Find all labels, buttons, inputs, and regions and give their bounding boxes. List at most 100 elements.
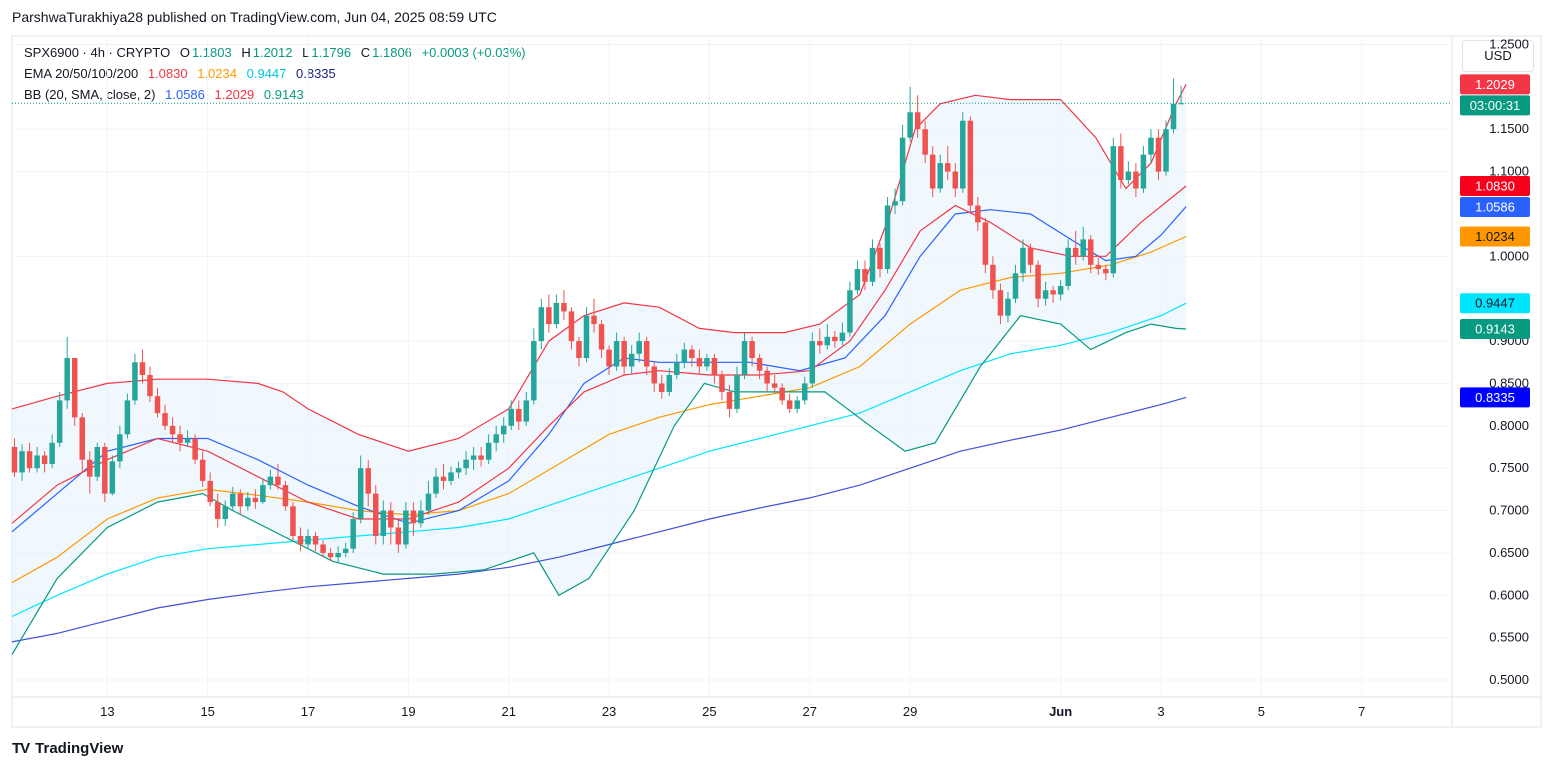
candle-body xyxy=(1087,239,1094,265)
x-tick-label: 21 xyxy=(501,704,515,719)
candle-body xyxy=(1095,264,1102,270)
candle-body xyxy=(56,400,63,443)
candle-body xyxy=(485,442,492,460)
candle-body xyxy=(169,425,176,435)
candle-body xyxy=(380,510,387,536)
close-value: 1.1806 xyxy=(372,45,412,60)
tradingview-brand: TradingView xyxy=(35,740,124,757)
candle-body xyxy=(576,341,582,359)
candle-body xyxy=(245,497,251,507)
candle-body xyxy=(621,341,627,367)
ema100-value: 0.9447 xyxy=(246,66,287,81)
candle-body xyxy=(764,370,770,384)
candle-body xyxy=(1118,146,1124,181)
tradingview-logo[interactable]: TV TradingView xyxy=(12,740,123,757)
candle-body xyxy=(862,269,868,282)
candle-body xyxy=(636,341,642,354)
price-badge-label: 1.2029 xyxy=(1475,77,1515,92)
y-tick-label: 1.0000 xyxy=(1489,248,1529,263)
candle-body xyxy=(433,476,439,494)
candle-body xyxy=(1140,154,1147,189)
y-tick-label: 1.2500 xyxy=(1489,36,1529,51)
candle-body xyxy=(418,510,424,524)
candle-body xyxy=(741,341,748,375)
candle-body xyxy=(839,332,846,342)
candle-body xyxy=(49,442,55,464)
bb-lower-line xyxy=(11,315,1187,655)
candle-body xyxy=(756,358,763,371)
candle-body xyxy=(395,527,402,545)
candle-body xyxy=(606,349,612,367)
candle-body xyxy=(1027,247,1034,265)
candle-body xyxy=(117,434,123,462)
ema200-line xyxy=(11,396,1187,643)
candle-body xyxy=(719,374,725,392)
candle-body xyxy=(26,451,33,469)
tradingview-logo-icon: TV xyxy=(12,740,30,757)
candle-body xyxy=(1125,171,1132,181)
chart-frame xyxy=(11,35,1542,728)
candle-body xyxy=(516,408,522,422)
currency-button[interactable]: USD xyxy=(1462,40,1534,72)
candle-body xyxy=(884,205,891,270)
candle-body xyxy=(109,461,116,494)
change-value: +0.0003 (+0.03%) xyxy=(421,45,526,60)
candle-body xyxy=(350,519,356,549)
candle-body xyxy=(335,552,341,558)
candle-body xyxy=(440,476,447,481)
ema-label: EMA 20/50/100/200 xyxy=(24,66,139,81)
y-tick-label: 0.7500 xyxy=(1489,460,1529,475)
x-tick-label: Jun xyxy=(1049,704,1072,719)
price-badge-label: 03:00:31 xyxy=(1470,98,1521,113)
candle-body xyxy=(1050,290,1056,295)
candle-body xyxy=(207,480,213,503)
candle-body xyxy=(388,510,394,528)
candle-body xyxy=(583,315,590,359)
x-tick-label: 3 xyxy=(1157,704,1164,719)
candle-body xyxy=(982,222,989,265)
candle-body xyxy=(666,374,673,392)
bollinger-band-fill xyxy=(12,84,1187,655)
candle-body xyxy=(967,120,974,206)
candle-body xyxy=(854,269,861,291)
bb-basis-value: 1.0586 xyxy=(165,87,205,102)
candle-body xyxy=(357,468,364,520)
candle-body xyxy=(1072,247,1079,257)
x-tick-label: 27 xyxy=(803,704,817,719)
price-badge-label: 0.8335 xyxy=(1475,390,1515,405)
candle-body xyxy=(1110,146,1117,274)
candle-body xyxy=(320,544,326,553)
candle-body xyxy=(410,510,417,524)
candle-body xyxy=(214,502,221,520)
bb-legend[interactable]: BB (20, SMA, close, 2) 1.0586 1.2029 0.9… xyxy=(24,87,306,102)
candle-body xyxy=(568,311,575,342)
candle-body xyxy=(944,163,951,172)
candle-body xyxy=(659,383,665,392)
candle-body xyxy=(975,205,981,223)
candle-body xyxy=(643,341,650,367)
candle-body xyxy=(997,290,1004,316)
ema-legend[interactable]: EMA 20/50/100/200 1.0830 1.0234 0.9447 0… xyxy=(24,66,338,81)
price-badge-label: 0.9143 xyxy=(1475,321,1515,336)
candle-body xyxy=(681,349,688,363)
candle-body xyxy=(34,455,40,469)
candle-body xyxy=(132,362,138,401)
candle-body xyxy=(598,324,605,350)
candle-body xyxy=(94,447,101,477)
candle-body xyxy=(1170,103,1177,130)
y-tick-label: 0.8000 xyxy=(1489,418,1529,433)
x-tick-label: 13 xyxy=(100,704,114,719)
candle-body xyxy=(373,493,379,536)
candle-body xyxy=(11,447,18,473)
open-value: 1.1803 xyxy=(191,45,232,60)
candle-body xyxy=(154,396,161,414)
candle-body xyxy=(704,358,710,367)
candle-body xyxy=(222,506,228,520)
candle-body xyxy=(711,358,718,375)
candle-body xyxy=(689,349,695,359)
candle-body xyxy=(1080,239,1086,257)
candle-body xyxy=(674,362,680,375)
candle-body xyxy=(139,362,146,375)
candle-body xyxy=(779,387,785,401)
